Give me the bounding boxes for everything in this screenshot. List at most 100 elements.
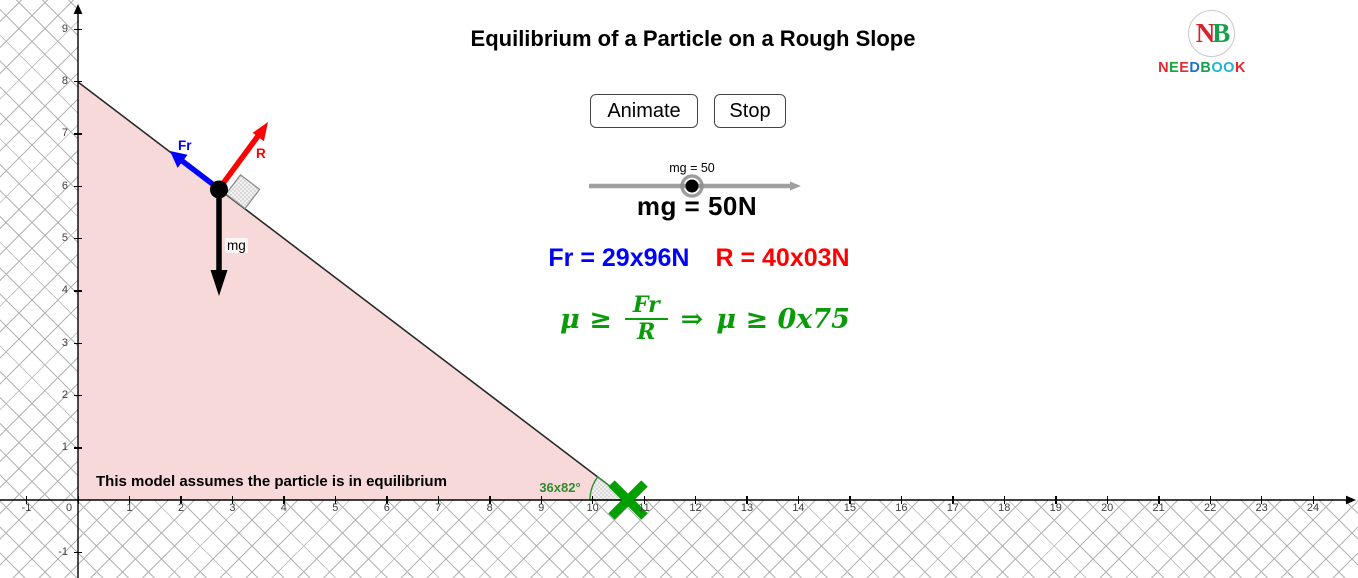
stop-button[interactable]: Stop [714,94,786,128]
x-tick [437,496,440,504]
x-tick [952,496,954,504]
mg-slider[interactable] [589,174,801,198]
x-tick [489,496,491,504]
weight-value-display: mg = 50N [636,191,758,221]
wordmark-letter: D [1189,60,1201,76]
x-tick [1312,496,1314,504]
y-tick-label: 9 [61,22,68,35]
x-tick-label: 11 [638,502,650,514]
weight-vector-arrowhead-icon [210,270,228,296]
slider-knob[interactable] [685,179,699,193]
right-angle-marker [225,174,261,210]
x-tick-label: 1 [126,502,133,514]
y-tick-label: 5 [61,232,68,244]
x-tick-label: 13 [740,502,754,514]
x-tick-label: 0 [65,502,73,514]
needbook-wordmark: NEEDBOOK [1150,60,1254,76]
page-title: Equilibrium of a Particle on a Rough Slo… [470,26,916,51]
x-tick-label: 6 [383,502,390,514]
slider-value-label: mg = 50 [669,161,715,175]
wordmark-letter: O [1223,60,1235,76]
friction-vector-arrowhead-icon [170,151,188,168]
y-tick-label: 3 [61,336,68,349]
x-tick [128,496,131,504]
normal-vector [216,134,261,191]
y-tick [74,185,82,188]
x-tick-label: -1 [21,502,32,514]
x-tick [1106,496,1109,504]
x-tick [849,496,851,504]
x-tick [540,496,543,504]
x-tick-label: 22 [1203,502,1217,514]
x-tick-label: 23 [1255,502,1268,514]
x-tick [592,496,594,504]
wordmark-letter: O [1211,60,1224,76]
wordmark-letter: E [1179,60,1190,76]
nb-logo-letter-n: N [1195,18,1215,48]
y-tick-label: 1 [61,441,68,454]
friction-readout: Fr = 29x96N [548,244,690,272]
y-tick [74,342,82,344]
y-axis-arrow-icon [73,4,83,14]
angle-value-label: 36x82° [539,480,581,495]
x-tick-label: 7 [435,502,442,514]
wordmark-letter: E [1169,60,1180,76]
formula-denominator: R [637,319,656,346]
normal-vector-arrowhead-icon [252,122,268,142]
slope-line [77,81,629,501]
x-tick [746,496,748,504]
nb-logo: N B [1188,10,1235,57]
nb-logo-letter-b: B [1212,18,1230,48]
wordmark-letter: B [1200,60,1212,76]
x-tick [1261,496,1263,504]
friction-vector-label: Fr [178,138,192,153]
normal-readout: R = 40x03N [715,244,850,272]
x-tick [26,496,28,504]
x-tick-label: 3 [229,502,236,514]
formula-lhs: μ ≥ [560,303,612,335]
y-tick [74,447,82,449]
x-tick [900,496,903,504]
y-tick [74,133,82,135]
x-tick [231,496,234,504]
wordmark-letter: K [1234,60,1246,76]
x-tick [334,496,337,504]
y-tick [74,238,82,240]
y-tick [74,81,82,83]
y-tick-label: 6 [61,179,68,192]
y-tick-label: 4 [61,284,68,297]
x-tick [386,496,388,504]
y-tick [74,551,82,554]
y-tick [74,28,82,31]
x-tick-label: 8 [486,502,493,514]
x-tick-label: 19 [1049,502,1062,514]
normal-vector-label: R [256,146,266,161]
force-readouts: Fr = 29x96N R = 40x03N [499,244,899,273]
x-tick [643,496,645,504]
y-tick-label: 2 [61,388,68,401]
wordmark-letter: N [1158,60,1170,76]
x-tick [283,496,285,504]
x-tick [1003,496,1006,504]
x-tick-label: 21 [1152,502,1165,514]
x-tick-label: 16 [895,502,908,514]
y-tick [74,394,82,397]
angle-drag-point[interactable] [608,480,648,520]
x-tick [1209,496,1211,504]
x-tick-label: 5 [332,502,339,514]
x-tick-label: 10 [586,502,599,514]
x-tick-label: 24 [1306,502,1320,514]
model-note: This model assumes the particle is in eq… [96,473,447,490]
x-tick-label: 9 [538,502,545,514]
particle-point[interactable] [210,180,228,199]
x-tick-label: 15 [843,502,857,514]
animate-button[interactable]: Animate [590,94,698,128]
formula-rhs: μ ≥ 0x75 [716,303,850,335]
x-tick-label: 17 [946,502,959,514]
x-tick [1158,496,1160,504]
y-tick [74,290,82,292]
x-tick-label: 20 [1101,502,1114,514]
mu-formula: μ ≥ Fr R ⇒ μ ≥ 0x75 [505,293,905,346]
